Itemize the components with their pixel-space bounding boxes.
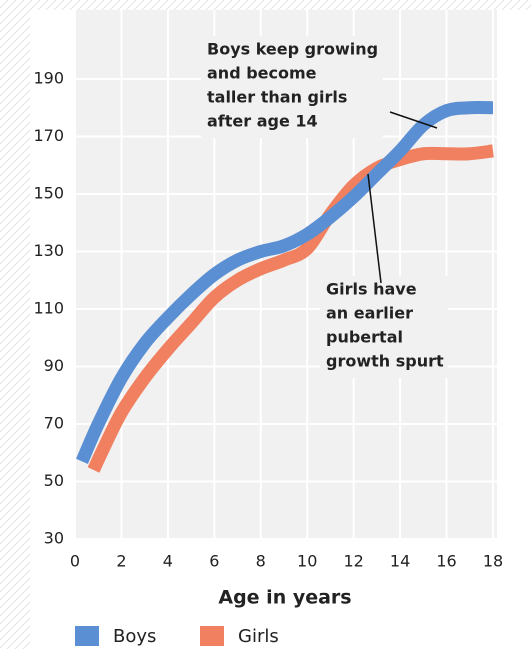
annotation-text: and become <box>207 64 317 83</box>
x-tick-label: 18 <box>483 552 503 571</box>
grid <box>74 10 497 540</box>
y-tick-label: 110 <box>33 299 64 318</box>
y-tick-label: 70 <box>44 414 64 433</box>
side-pattern <box>0 0 30 649</box>
x-tick-label: 4 <box>163 552 173 571</box>
y-tick-label: 190 <box>33 69 64 88</box>
y-tick-label: 90 <box>44 356 64 375</box>
legend-label: Boys <box>113 626 156 647</box>
annotation-text: pubertal <box>326 328 403 347</box>
annotation-bg <box>201 36 383 138</box>
legend-label: Girls <box>238 626 279 647</box>
leader-line <box>367 173 382 284</box>
x-tick-label: 10 <box>297 552 317 571</box>
y-tick-label: 30 <box>44 529 64 548</box>
x-tick-label: 0 <box>70 552 80 571</box>
series-line <box>75 101 494 464</box>
x-tick-label: 12 <box>343 552 363 571</box>
legend-swatch <box>200 626 224 646</box>
x-tick-label: 16 <box>436 552 456 571</box>
annotations: Boys keep growing and become taller than g… <box>201 36 448 378</box>
y-tick-label: 130 <box>33 241 64 260</box>
annotation-text: an earlier <box>326 304 413 323</box>
x-tick-label: 8 <box>256 552 266 571</box>
x-tick-label: 6 <box>209 552 219 571</box>
annotation-text: after age 14 <box>207 112 318 131</box>
y-tick-label: 50 <box>44 471 64 490</box>
annotation-text: Girls have <box>326 280 417 299</box>
annotation-text: taller than girls <box>207 88 347 107</box>
axes: 30 50 70 90 110 130 150 170 190 0 2 4 6 8 10 12 14 16 18 Ag… <box>33 69 503 648</box>
series-line <box>87 144 494 473</box>
annotation-bg <box>320 276 448 378</box>
x-axis-label: Age in years <box>218 587 351 609</box>
lines <box>75 101 494 473</box>
y-tick-label: 150 <box>33 184 64 203</box>
x-tick-label: 14 <box>390 552 410 571</box>
legend-swatch <box>75 626 99 646</box>
annotation-text: growth spurt <box>326 352 444 371</box>
x-tick-label: 2 <box>116 552 126 571</box>
leader-line <box>389 111 438 129</box>
y-tick-label: 170 <box>33 126 64 145</box>
annotation-text: Boys keep growing <box>207 40 378 59</box>
top-pattern <box>30 0 531 10</box>
